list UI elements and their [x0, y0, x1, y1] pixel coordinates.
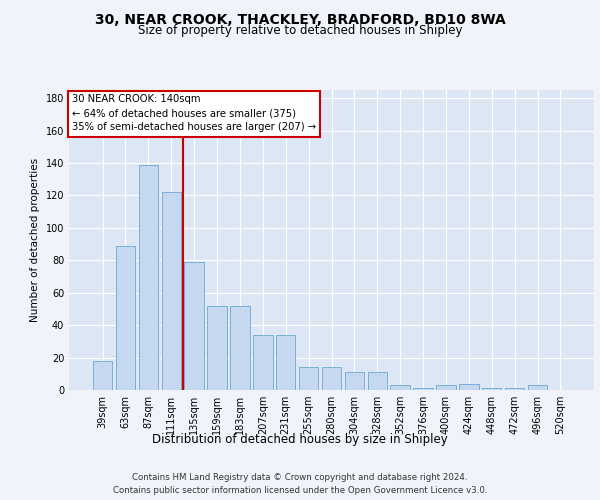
Bar: [528, 385, 547, 390]
Bar: [344, 372, 364, 390]
Bar: [436, 385, 455, 390]
Text: Size of property relative to detached houses in Shipley: Size of property relative to detached ho…: [138, 24, 462, 37]
Y-axis label: Number of detached properties: Number of detached properties: [30, 158, 40, 322]
Bar: [368, 372, 387, 390]
Text: 30, NEAR CROOK, THACKLEY, BRADFORD, BD10 8WA: 30, NEAR CROOK, THACKLEY, BRADFORD, BD10…: [95, 12, 505, 26]
Text: Distribution of detached houses by size in Shipley: Distribution of detached houses by size …: [152, 432, 448, 446]
Bar: [139, 164, 158, 390]
Bar: [253, 335, 272, 390]
Text: Contains HM Land Registry data © Crown copyright and database right 2024.: Contains HM Land Registry data © Crown c…: [132, 472, 468, 482]
Bar: [482, 388, 502, 390]
Bar: [116, 246, 135, 390]
Bar: [93, 361, 112, 390]
Bar: [208, 306, 227, 390]
Bar: [276, 335, 295, 390]
Bar: [230, 306, 250, 390]
Bar: [322, 368, 341, 390]
Bar: [299, 368, 319, 390]
Text: Contains public sector information licensed under the Open Government Licence v3: Contains public sector information licen…: [113, 486, 487, 495]
Bar: [391, 385, 410, 390]
Bar: [413, 388, 433, 390]
Bar: [459, 384, 479, 390]
Bar: [505, 388, 524, 390]
Text: 30 NEAR CROOK: 140sqm
← 64% of detached houses are smaller (375)
35% of semi-det: 30 NEAR CROOK: 140sqm ← 64% of detached …: [71, 94, 316, 132]
Bar: [161, 192, 181, 390]
Bar: [184, 262, 204, 390]
